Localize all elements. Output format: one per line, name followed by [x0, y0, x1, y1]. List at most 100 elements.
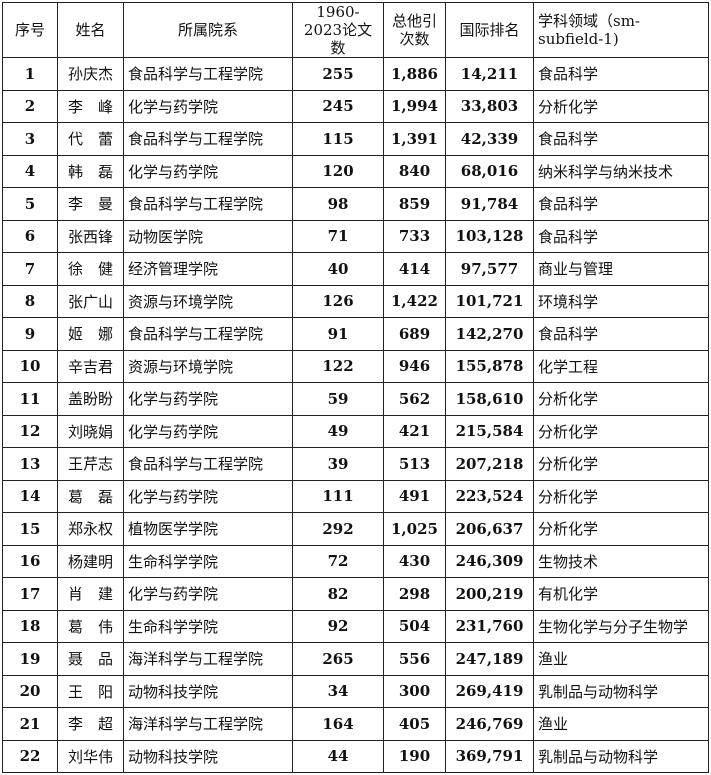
cell-index: 14 — [2, 479, 58, 513]
cell-paper-count: 92 — [292, 609, 384, 643]
cell-paper-count: 49 — [292, 414, 384, 448]
cell-subject-field: 食品科学 — [533, 219, 709, 253]
cell-department: 化学与药学院 — [123, 382, 293, 416]
cell-index: 10 — [2, 349, 58, 383]
cell-name: 李 超 — [57, 707, 124, 741]
cell-subject-field: 渔业 — [533, 642, 709, 676]
cell-name: 韩 磊 — [57, 154, 124, 188]
cell-subject-field: 生物技术 — [533, 544, 709, 578]
cell-subject-field: 分析化学 — [533, 414, 709, 448]
cell-subject-field: 渔业 — [533, 707, 709, 741]
cell-index: 1 — [2, 57, 58, 91]
cell-citation-count: 1,391 — [383, 122, 446, 156]
cell-department: 食品科学与工程学院 — [123, 57, 293, 91]
cell-department: 资源与环境学院 — [123, 284, 293, 318]
cell-citation-count: 405 — [383, 707, 446, 741]
cell-international-rank: 14,211 — [445, 57, 534, 91]
cell-citation-count: 859 — [383, 187, 446, 221]
cell-department: 植物医学学院 — [123, 512, 293, 546]
cell-paper-count: 111 — [292, 479, 384, 513]
cell-citation-count: 1,025 — [383, 512, 446, 546]
cell-name: 李 峰 — [57, 89, 124, 123]
cell-department: 生命科学学院 — [123, 544, 293, 578]
header-row: 序号 姓名 所属院系 1960-2023论文数 总他引次数 国际排名 学科领域（sm-sub… — [2, 2, 709, 58]
cell-name: 杨建明 — [57, 544, 124, 578]
cell-paper-count: 91 — [292, 317, 384, 351]
cell-name: 辛吉君 — [57, 349, 124, 383]
header-text: 序号 — [14, 21, 45, 39]
table-row: 16 杨建明 生命科学学院 72 430 246,309 生物技术 — [2, 544, 709, 578]
cell-international-rank: 97,577 — [445, 252, 534, 286]
cell-international-rank: 103,128 — [445, 219, 534, 253]
table-row: 1 孙庆杰 食品科学与工程学院 255 1,886 14,211 食品科学 — [2, 57, 709, 91]
cell-department: 化学与药学院 — [123, 414, 293, 448]
cell-international-rank: 158,610 — [445, 382, 534, 416]
cell-name: 孙庆杰 — [57, 57, 124, 91]
cell-department: 生命科学学院 — [123, 609, 293, 643]
cell-subject-field: 纳米科学与纳米技术 — [533, 154, 709, 188]
cell-paper-count: 120 — [292, 154, 384, 188]
cell-international-rank: 68,016 — [445, 154, 534, 188]
cell-citation-count: 430 — [383, 544, 446, 578]
cell-name: 郑永权 — [57, 512, 124, 546]
cell-citation-count: 1,886 — [383, 57, 446, 91]
cell-department: 食品科学与工程学院 — [123, 317, 293, 351]
cell-department: 食品科学与工程学院 — [123, 122, 293, 156]
cell-subject-field: 分析化学 — [533, 479, 709, 513]
cell-department: 食品科学与工程学院 — [123, 447, 293, 481]
cell-subject-field: 生物化学与分子生物学 — [533, 609, 709, 643]
cell-citation-count: 689 — [383, 317, 446, 351]
cell-department: 海洋科学与工程学院 — [123, 642, 293, 676]
cell-paper-count: 245 — [292, 89, 384, 123]
cell-subject-field: 食品科学 — [533, 317, 709, 351]
cell-subject-field: 食品科学 — [533, 57, 709, 91]
cell-citation-count: 562 — [383, 382, 446, 416]
cell-name: 姬 娜 — [57, 317, 124, 351]
table-row: 12 刘晓娟 化学与药学院 49 421 215,584 分析化学 — [2, 414, 709, 448]
cell-citation-count: 298 — [383, 577, 446, 611]
cell-index: 18 — [2, 609, 58, 643]
cell-index: 7 — [2, 252, 58, 286]
table-row: 22 刘华伟 动物科技学院 44 190 369,791 乳制品与动物科学 — [2, 739, 709, 773]
cell-international-rank: 101,721 — [445, 284, 534, 318]
cell-index: 4 — [2, 154, 58, 188]
cell-international-rank: 369,791 — [445, 739, 534, 773]
header-text: 国际排名 — [459, 21, 520, 39]
cell-index: 12 — [2, 414, 58, 448]
cell-paper-count: 126 — [292, 284, 384, 318]
cell-subject-field: 分析化学 — [533, 447, 709, 481]
table-row: 6 张西锋 动物医学院 71 733 103,128 食品科学 — [2, 219, 709, 253]
cell-subject-field: 环境科学 — [533, 284, 709, 318]
cell-international-rank: 200,219 — [445, 577, 534, 611]
cell-citation-count: 733 — [383, 219, 446, 253]
cell-index: 17 — [2, 577, 58, 611]
cell-paper-count: 115 — [292, 122, 384, 156]
header-text: 总他引次数 — [391, 12, 437, 48]
header-paper-count: 1960-2023论文数 — [292, 2, 384, 58]
table-row: 11 盖盼盼 化学与药学院 59 562 158,610 分析化学 — [2, 382, 709, 416]
cell-international-rank: 215,584 — [445, 414, 534, 448]
cell-international-rank: 247,189 — [445, 642, 534, 676]
header-citation-count: 总他引次数 — [383, 2, 446, 58]
cell-paper-count: 34 — [292, 674, 384, 708]
header-text: 所属院系 — [177, 21, 238, 39]
cell-international-rank: 207,218 — [445, 447, 534, 481]
header-index: 序号 — [2, 2, 58, 58]
header-department: 所属院系 — [123, 2, 293, 58]
cell-paper-count: 72 — [292, 544, 384, 578]
cell-name: 张西锋 — [57, 219, 124, 253]
table-row: 15 郑永权 植物医学学院 292 1,025 206,637 分析化学 — [2, 512, 709, 546]
cell-international-rank: 142,270 — [445, 317, 534, 351]
cell-subject-field: 分析化学 — [533, 382, 709, 416]
cell-paper-count: 59 — [292, 382, 384, 416]
cell-subject-field: 商业与管理 — [533, 252, 709, 286]
cell-citation-count: 840 — [383, 154, 446, 188]
header-text: 学科领域（sm-subfield-1) — [538, 12, 640, 48]
cell-subject-field: 有机化学 — [533, 577, 709, 611]
cell-index: 19 — [2, 642, 58, 676]
cell-subject-field: 乳制品与动物科学 — [533, 674, 709, 708]
